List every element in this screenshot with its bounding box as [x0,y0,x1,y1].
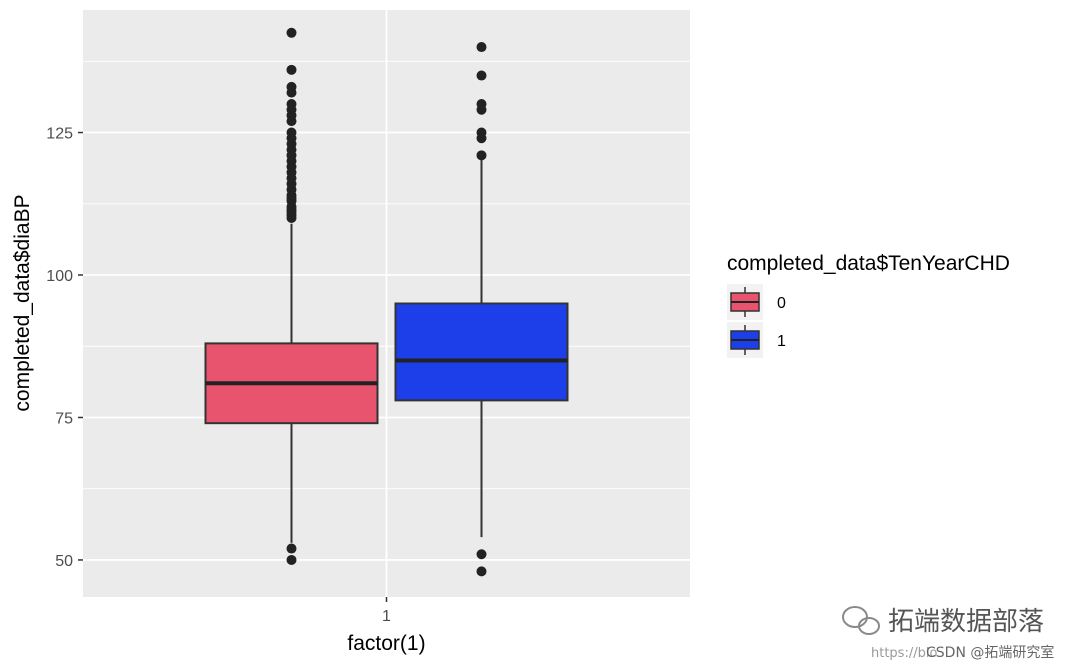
legend: completed_data$TenYearCHD 01 [727,252,1010,358]
watermark-url: https://blo [871,646,937,661]
y-tick-label: 100 [46,268,73,285]
outlier-point [286,127,297,138]
box-series [204,27,569,577]
outlier-point [286,99,297,110]
legend-title: completed_data$TenYearCHD [727,252,1010,275]
legend-key-1: 1 [727,322,786,358]
outlier-point [286,81,297,92]
outlier-point [476,150,487,161]
watermark: 拓端数据部落 https://blo CSDN @拓端研究室 [842,606,1054,661]
y-tick-label: 125 [46,126,73,143]
y-tick-label: 75 [55,410,73,427]
y-axis: 50 75 100 125 [46,126,83,570]
outlier-point [286,27,297,38]
major-gridlines [83,10,690,597]
outlier-point [286,554,297,565]
x-tick-label: 1 [382,608,391,625]
watermark-brand: 拓端数据部落 [888,607,1044,637]
y-tick-label: 50 [55,553,73,570]
outlier-point [476,99,487,110]
legend-keys: 01 [727,284,786,358]
outlier-point [286,64,297,75]
y-axis-title: completed_data$diaBP [11,194,34,411]
legend-label: 0 [777,295,786,312]
outlier-point [286,543,297,554]
wechat-logo-icon [842,606,880,635]
x-axis-title: factor(1) [347,632,425,655]
legend-key-0: 0 [727,284,786,320]
box-series-0 [204,27,379,565]
outlier-point [476,127,487,138]
outlier-point [476,42,487,53]
box-iqr [394,302,569,402]
legend-label: 1 [777,333,786,350]
outlier-point [476,70,487,81]
watermark-credit: CSDN @拓端研究室 [926,644,1054,661]
x-axis: 1 [382,597,391,625]
outlier-point [476,566,487,577]
box-series-1 [394,42,569,577]
outlier-point [476,549,487,560]
